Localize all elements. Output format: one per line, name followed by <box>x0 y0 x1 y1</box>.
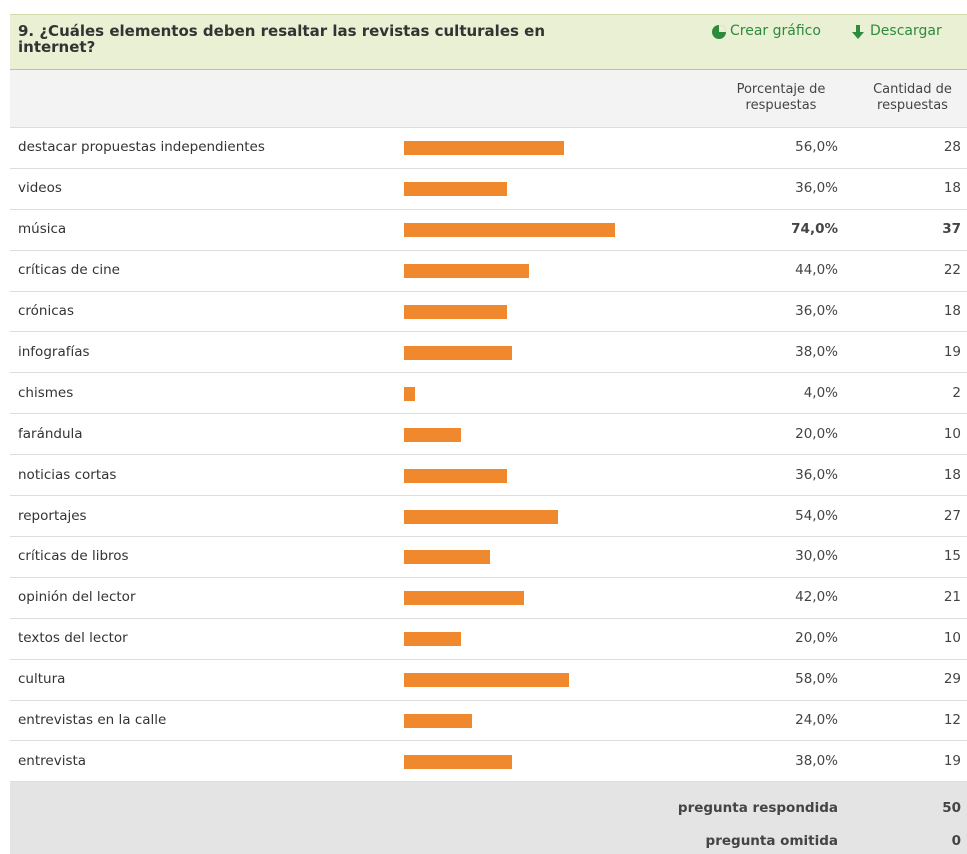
percent-value: 36,0% <box>795 303 838 320</box>
result-row: textos del lector 20,0% 10 <box>10 619 967 660</box>
count-value: 29 <box>943 671 961 688</box>
answer-label: textos del lector <box>18 630 128 647</box>
answer-label: críticas de cine <box>18 262 120 279</box>
percent-value: 44,0% <box>795 262 838 279</box>
percent-value: 20,0% <box>795 425 838 442</box>
count-value: 10 <box>943 425 961 442</box>
bar <box>404 673 570 688</box>
summary-count: 50 <box>942 800 961 816</box>
percent-value: 54,0% <box>795 507 838 524</box>
bar <box>404 386 416 401</box>
answer-label: reportajes <box>18 507 87 524</box>
result-row: opinión del lector 42,0% 21 <box>10 578 967 619</box>
percent-value: 20,0% <box>795 630 838 647</box>
bar <box>404 264 530 279</box>
answer-label: videos <box>18 180 62 197</box>
bar <box>404 141 564 156</box>
percent-value: 36,0% <box>795 180 838 197</box>
answer-label: música <box>18 221 67 238</box>
count-value: 21 <box>943 589 961 606</box>
column-title: Cantidad de respuestas <box>873 82 952 113</box>
count-value: 28 <box>943 139 961 156</box>
summary-label: pregunta respondida <box>677 800 838 816</box>
count-value: 18 <box>943 303 961 320</box>
answer-label: farándula <box>18 425 83 442</box>
count-value: 10 <box>943 630 961 647</box>
result-row: entrevista 38,0% 19 <box>10 742 967 783</box>
bar <box>404 714 473 729</box>
result-row: infografías 38,0% 19 <box>10 333 967 374</box>
bar <box>404 345 513 360</box>
create-chart-link[interactable]: Crear gráfico <box>730 23 821 39</box>
answer-label: noticias cortas <box>18 466 117 483</box>
count-value: 18 <box>943 466 961 483</box>
bar <box>404 182 507 197</box>
bar <box>404 509 558 524</box>
result-row: cultura 58,0% 29 <box>10 660 967 701</box>
summary-footer: pregunta respondida 50 pregunta omitida 0 <box>10 782 967 854</box>
result-row: críticas de cine 44,0% 22 <box>10 251 967 292</box>
count-value: 2 <box>952 384 961 401</box>
percent-value: 4,0% <box>803 384 838 401</box>
answer-label: entrevista <box>18 752 87 769</box>
result-row: videos 36,0% 18 <box>10 169 967 210</box>
result-row: chismes 4,0% 2 <box>10 373 967 415</box>
count-value: 27 <box>943 507 961 524</box>
percent-value: 74,0% <box>791 221 838 238</box>
count-value: 37 <box>942 221 961 238</box>
column-header: Porcentaje de respuestas Cantidad de res… <box>10 70 967 128</box>
result-row: noticias cortas 36,0% 18 <box>10 455 967 497</box>
result-row: destacar propuestas independientes 56,0% 2… <box>10 128 967 169</box>
answer-label: opinión del lector <box>18 589 136 606</box>
count-value: 19 <box>943 752 961 769</box>
bar <box>404 223 615 238</box>
percent-value: 42,0% <box>795 589 838 606</box>
answer-label: entrevistas en la calle <box>18 712 167 729</box>
count-value: 22 <box>943 262 961 279</box>
question-header: 9. ¿Cuáles elementos deben resaltar las … <box>10 14 967 70</box>
percent-value: 38,0% <box>795 343 838 360</box>
answer-label: chismes <box>18 384 74 401</box>
count-value: 12 <box>943 712 961 729</box>
download-icon <box>852 25 864 39</box>
count-value: 18 <box>943 180 961 197</box>
summary-count: 0 <box>951 833 961 849</box>
percent-value: 38,0% <box>795 752 838 769</box>
result-row: música 74,0% 37 <box>10 210 967 251</box>
bar <box>404 754 513 769</box>
percent-value: 58,0% <box>795 671 838 688</box>
bar <box>404 550 490 565</box>
answer-label: infografías <box>18 343 90 360</box>
percent-value: 24,0% <box>795 712 838 729</box>
summary-label: pregunta omitida <box>705 833 838 849</box>
count-value: 15 <box>943 548 961 565</box>
percent-value: 30,0% <box>795 548 838 565</box>
answer-label: críticas de libros <box>18 548 129 565</box>
bar <box>404 591 524 606</box>
answer-label: destacar propuestas independientes <box>18 139 265 156</box>
bar <box>404 305 507 320</box>
answer-label: crónicas <box>18 303 74 320</box>
download-link[interactable]: Descargar <box>870 23 942 39</box>
bar <box>404 427 461 442</box>
percent-value: 56,0% <box>795 139 838 156</box>
bar <box>404 632 461 647</box>
chart-icon <box>712 25 726 39</box>
column-title: Porcentaje de respuestas <box>736 82 826 113</box>
result-row: reportajes 54,0% 27 <box>10 496 967 537</box>
result-row: farándula 20,0% 10 <box>10 414 967 456</box>
question-title: 9. ¿Cuáles elementos deben resaltar las … <box>18 22 545 56</box>
result-row: críticas de libros 30,0% 15 <box>10 537 967 578</box>
count-value: 19 <box>943 343 961 360</box>
bar <box>404 468 507 483</box>
result-row: entrevistas en la calle 24,0% 12 <box>10 701 967 742</box>
answer-label: cultura <box>18 671 66 688</box>
percent-value: 36,0% <box>795 466 838 483</box>
result-row: crónicas 36,0% 18 <box>10 292 967 333</box>
